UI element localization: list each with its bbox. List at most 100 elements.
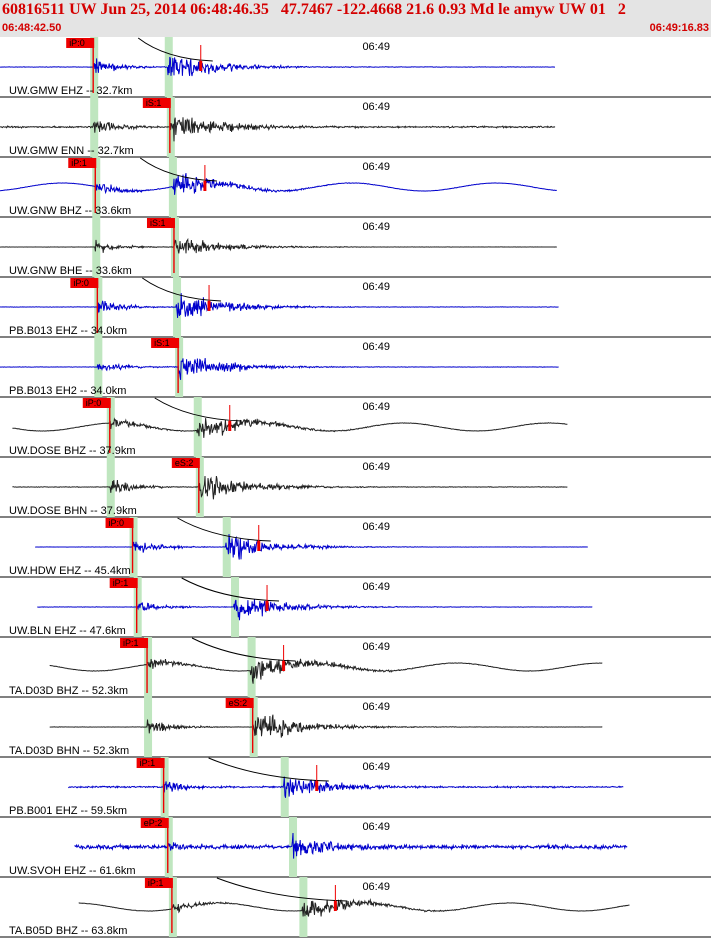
pick-label: eP:2 [144, 818, 163, 828]
window-start-time: 06:48:42.50 [2, 22, 62, 34]
station-label: PB.B013 EH2 -- 34.0km [9, 385, 126, 397]
coda-marker-box [203, 181, 207, 191]
waveform [0, 117, 556, 142]
window-end-time: 06:49:16.83 [649, 22, 709, 34]
coda-marker-box [282, 661, 286, 671]
pick-flag [109, 578, 138, 588]
pick-label: eS:2 [175, 458, 194, 468]
p-pick-window [92, 217, 101, 277]
p-pick-window [106, 457, 115, 517]
station-label: PB.B013 EHZ -- 34.0km [9, 325, 127, 337]
coda-marker-box [315, 781, 319, 791]
waveform [12, 417, 568, 438]
station-label: UW.DOSE BHZ -- 37.9km [9, 445, 136, 457]
event-title: 60816511 UW Jun 25, 2014 06:48:46.35 47.… [2, 1, 626, 18]
station-label: UW.HDW EHZ -- 45.4km [9, 565, 131, 577]
trace-panel: 06:49 iP:1 UW.BLN EHZ -- 47.6km [0, 577, 711, 638]
trace-panel: 06:49 iS:1 UW.GNW BHE -- 33.6km [0, 217, 711, 278]
pick-flag [136, 758, 165, 768]
trace-panel: 06:49 eP:2 UW.SVOH EHZ -- 61.6km [0, 817, 711, 878]
pick-label: iP:1 [140, 758, 156, 768]
coda-marker-box [333, 901, 337, 911]
pick-label: iP:0 [86, 398, 102, 408]
station-label: UW.BLN EHZ -- 47.6km [9, 625, 126, 637]
minute-mark-label: 06:49 [362, 761, 390, 773]
trace-panel: 06:49 iP:1 PB.B001 EHZ -- 59.5km [0, 757, 711, 818]
waveform [0, 237, 557, 254]
trace-panel: 06:49 eS:2 TA.D03D BHN -- 52.3km [0, 697, 711, 758]
pick-label: iP:0 [73, 278, 89, 288]
theoretical-curve [139, 157, 217, 182]
waveform [68, 776, 624, 798]
minute-mark-label: 06:49 [362, 281, 390, 293]
trace-panel: 06:49 iP:0 PB.B013 EHZ -- 34.0km [0, 277, 711, 338]
theoretical-curve [177, 517, 271, 542]
trace-panel: 06:49 iP:1 UW.GNW BHZ -- 33.6km [0, 157, 711, 218]
minute-mark-label: 06:49 [362, 581, 390, 593]
pick-label: iP:0 [69, 38, 85, 48]
theoretical-curve [208, 757, 329, 782]
waveform [0, 293, 559, 318]
waveform [78, 897, 630, 917]
pick-flag [105, 518, 134, 528]
pick-label: iP:1 [148, 878, 164, 888]
pick-flag [140, 818, 169, 828]
pick-label: iP:1 [113, 578, 129, 588]
trace-panel: 06:49 iP:0 UW.HDW EHZ -- 45.4km [0, 517, 711, 578]
pick-label: iS:1 [154, 338, 170, 348]
pick-flag [146, 218, 175, 228]
pick-flag [225, 698, 254, 708]
station-label: UW.SVOH EHZ -- 61.6km [9, 865, 136, 877]
station-label: UW.GMW EHZ -- 32.7km [9, 85, 132, 97]
pick-flag [82, 398, 111, 408]
station-label: PB.B001 EHZ -- 59.5km [9, 805, 127, 817]
minute-mark-label: 06:49 [362, 821, 390, 833]
pick-label: iS:1 [146, 98, 162, 108]
coda-marker-box [265, 601, 269, 611]
trace-panel: 06:49 eS:2 UW.DOSE BHN -- 37.9km [0, 457, 711, 518]
pick-flag [144, 878, 173, 888]
minute-mark-label: 06:49 [362, 341, 390, 353]
station-label: TA.B05D BHZ -- 63.8km [9, 925, 127, 937]
trace-panel: 06:49 iP:0 UW.GMW EHZ -- 32.7km [0, 37, 711, 98]
waveform [12, 475, 568, 500]
coda-marker-box [228, 421, 232, 431]
minute-mark-label: 06:49 [362, 101, 390, 113]
waveform [49, 714, 603, 738]
station-label: UW.GNW BHZ -- 33.6km [9, 205, 131, 217]
s-pick-window [168, 157, 177, 217]
pick-flag [171, 458, 200, 468]
minute-mark-label: 06:49 [362, 641, 390, 653]
s-pick-window [175, 337, 184, 397]
theoretical-curve [216, 877, 348, 902]
s-pick-window [193, 397, 202, 457]
theoretical-curve [142, 277, 222, 302]
s-pick-window [170, 217, 179, 277]
s-pick-window [299, 877, 308, 937]
coda-marker-box [257, 541, 261, 551]
waveform [0, 172, 557, 195]
minute-mark-label: 06:49 [362, 521, 390, 533]
minute-mark-label: 06:49 [362, 461, 390, 473]
pick-flag [68, 158, 97, 168]
pick-flag [66, 38, 95, 48]
pick-label: iP:0 [109, 518, 125, 528]
pick-flag [70, 278, 99, 288]
pick-flag [142, 98, 171, 108]
trace-panels: 06:49 iP:0 UW.GMW EHZ -- 32.7km 06:49 iS:1 UW… [0, 37, 711, 938]
trace-panel: 06:49 iP:0 UW.DOSE BHZ -- 37.9km [0, 397, 711, 458]
waveform [74, 832, 628, 859]
station-label: UW.GNW BHE -- 33.6km [9, 265, 132, 277]
theoretical-curve [191, 637, 296, 662]
trace-panel: 06:49 iP:1 TA.B05D BHZ -- 63.8km [0, 877, 711, 938]
waveform [49, 658, 603, 684]
minute-mark-label: 06:49 [362, 221, 390, 233]
pick-label: eS:2 [229, 698, 248, 708]
station-label: TA.D03D BHZ -- 52.3km [9, 685, 128, 697]
trace-panel: 06:49 iS:1 PB.B013 EH2 -- 34.0km [0, 337, 711, 398]
pick-label: iP:1 [71, 158, 87, 168]
pick-flag [151, 338, 180, 348]
seismogram-plot[interactable]: 06:49 iP:0 UW.GMW EHZ -- 32.7km 06:49 iS:1 UW… [0, 37, 711, 938]
p-pick-window [129, 517, 138, 577]
header-bar: 60816511 UW Jun 25, 2014 06:48:46.35 47.… [0, 0, 711, 37]
